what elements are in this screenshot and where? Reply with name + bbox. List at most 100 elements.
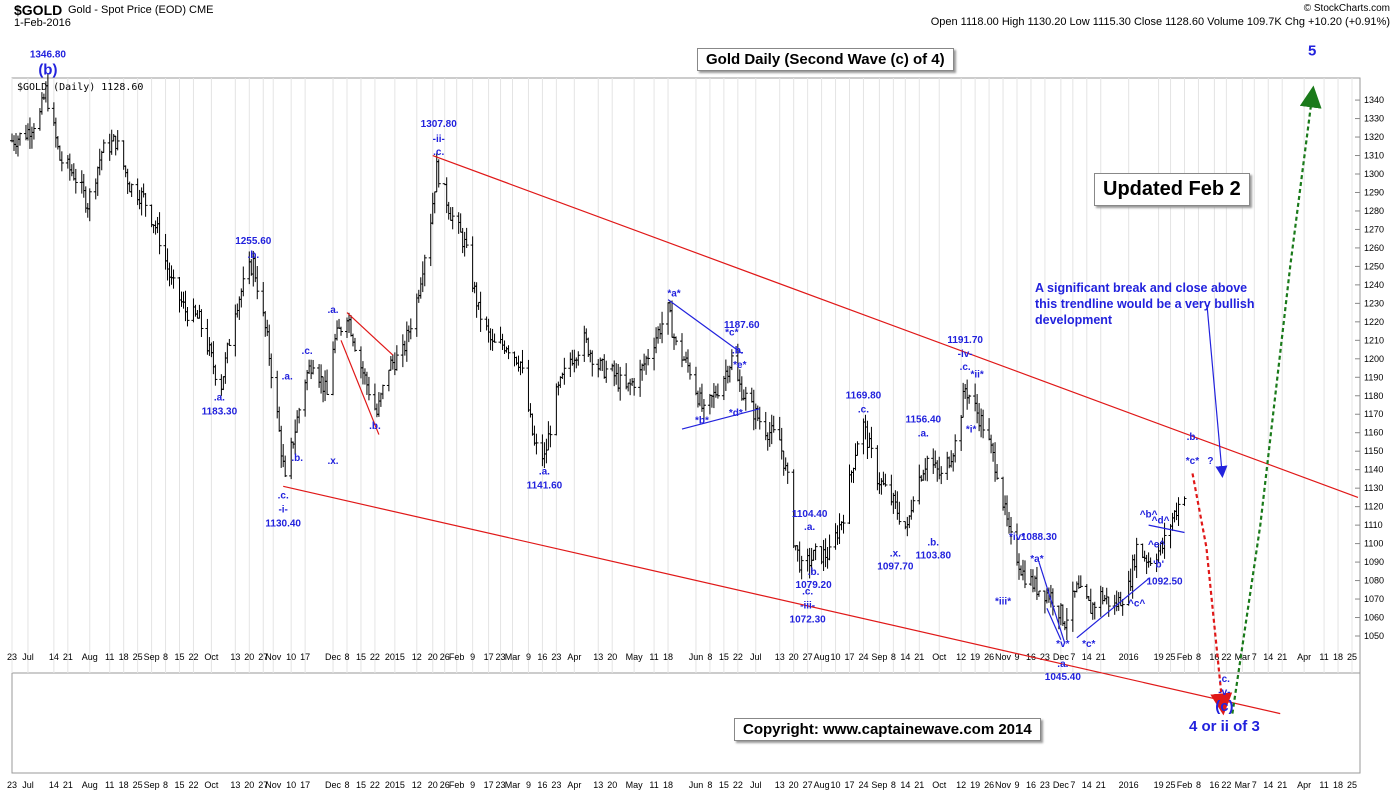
x-tick-label: 25 xyxy=(133,652,143,662)
x-tick-label: 8 xyxy=(163,780,168,790)
wave-label: ^b^ xyxy=(1140,510,1158,521)
y-tick-label: 1150 xyxy=(1364,446,1383,456)
wave-label: 1307.80 xyxy=(421,119,458,130)
price-bar xyxy=(981,409,986,439)
y-tick-label: 1300 xyxy=(1364,169,1384,179)
wave-label: -iii- xyxy=(800,600,815,611)
x-tick-label: 11 xyxy=(649,652,658,662)
date-label: 1-Feb-2016 xyxy=(14,17,71,29)
x-tick-label: Aug xyxy=(82,652,98,662)
x-tick-label: 2015 xyxy=(385,652,405,662)
price-bar xyxy=(171,269,176,289)
x-tick-label: 25 xyxy=(1166,652,1176,662)
y-tick-label: 1110 xyxy=(1364,520,1383,530)
x-tick-label: 12 xyxy=(956,652,966,662)
x-tick-label: Sep xyxy=(871,652,887,662)
x-tick-label: 7 xyxy=(1252,780,1257,790)
price-bar xyxy=(241,266,246,297)
x-tick-label: 19 xyxy=(1154,652,1164,662)
x-tick-label: Feb xyxy=(449,652,465,662)
price-bar xyxy=(1022,560,1027,589)
x-tick-label: 21 xyxy=(1096,780,1106,790)
price-bar xyxy=(506,345,511,360)
x-tick-label: 19 xyxy=(1154,780,1164,790)
price-bar xyxy=(771,415,776,433)
x-tick-label: 14 xyxy=(1263,780,1273,790)
x-tick-label: 15 xyxy=(356,780,366,790)
red-trendline xyxy=(346,312,394,356)
y-tick-label: 1080 xyxy=(1364,576,1384,586)
price-bar xyxy=(674,336,679,346)
y-tick-label: 1220 xyxy=(1364,317,1384,327)
wave-label: 1187.60 xyxy=(724,320,760,331)
price-bar xyxy=(339,326,344,336)
price-bar xyxy=(408,318,413,340)
x-tick-label: 21 xyxy=(1277,780,1287,790)
x-tick-label: 21 xyxy=(1277,652,1287,662)
price-bar xyxy=(757,406,762,430)
price-bar xyxy=(129,183,134,198)
price-bar xyxy=(1064,607,1069,641)
x-tick-label: 27 xyxy=(803,652,813,662)
wave-label: .a. xyxy=(804,522,815,533)
price-bar xyxy=(157,212,162,255)
x-tick-label: 15 xyxy=(174,780,184,790)
symbol-label: $GOLD xyxy=(14,2,63,18)
blue-trendline xyxy=(1076,578,1149,639)
wave-label: .a. xyxy=(918,428,929,439)
price-bar xyxy=(213,364,218,386)
x-tick-label: 25 xyxy=(1347,780,1357,790)
price-bar xyxy=(311,359,316,375)
price-bar xyxy=(799,555,804,580)
price-bar xyxy=(967,394,972,404)
wave-label: ? xyxy=(1207,456,1213,467)
x-tick-label: Mar xyxy=(1235,652,1251,662)
blue-trendline xyxy=(667,299,743,354)
wave-label: *e* xyxy=(733,360,746,371)
wave-label: *iii* xyxy=(995,597,1011,608)
price-bar xyxy=(855,441,860,456)
y-tick-label: 1310 xyxy=(1364,151,1384,161)
x-tick-label: 20 xyxy=(244,652,254,662)
x-tick-label: 22 xyxy=(1221,652,1231,662)
x-tick-label: 16 xyxy=(537,780,547,790)
y-tick-label: 1210 xyxy=(1364,335,1384,345)
price-bar xyxy=(422,254,427,287)
x-tick-label: 2016 xyxy=(1119,780,1139,790)
y-tick-label: 1270 xyxy=(1364,224,1384,234)
x-tick-label: 17 xyxy=(484,652,494,662)
x-tick-label: 23 xyxy=(496,780,506,790)
y-tick-label: 1190 xyxy=(1364,372,1383,382)
x-tick-label: 15 xyxy=(356,652,366,662)
y-tick-label: 1200 xyxy=(1364,354,1384,364)
x-tick-label: Jun xyxy=(689,652,704,662)
wave-label: 1045.40 xyxy=(1045,672,1082,683)
x-tick-label: Feb xyxy=(449,780,465,790)
wave-label: 1156.40 xyxy=(905,414,941,425)
x-tick-label: 22 xyxy=(733,780,743,790)
x-tick-label: 16 xyxy=(1209,652,1219,662)
x-tick-label: 24 xyxy=(858,652,868,662)
chart-title-box: Gold Daily (Second Wave (c) of 4) xyxy=(697,48,954,71)
price-bar xyxy=(646,348,651,366)
chart-legend: $GOLD (Daily) 1128.60 xyxy=(17,82,144,93)
wave-label: .b. xyxy=(927,537,939,548)
x-tick-label: 20 xyxy=(607,652,617,662)
x-tick-label: 8 xyxy=(707,780,712,790)
x-tick-label: 8 xyxy=(891,780,896,790)
x-tick-label: 19 xyxy=(970,652,980,662)
x-tick-label: 2015 xyxy=(385,780,405,790)
x-tick-label: 24 xyxy=(858,780,868,790)
y-tick-label: 1340 xyxy=(1364,95,1384,105)
x-tick-label: Dec xyxy=(325,780,342,790)
trendlines xyxy=(283,85,1359,716)
annotation-line: development xyxy=(1035,313,1113,327)
wave-label: -iv- xyxy=(958,349,973,360)
x-tick-label: 21 xyxy=(914,652,924,662)
x-tick-label: 14 xyxy=(1082,652,1092,662)
x-tick-label: 11 xyxy=(105,780,114,790)
price-bar xyxy=(1092,601,1097,620)
y-tick-label: 1260 xyxy=(1364,243,1384,253)
x-tick-label: 21 xyxy=(63,652,73,662)
